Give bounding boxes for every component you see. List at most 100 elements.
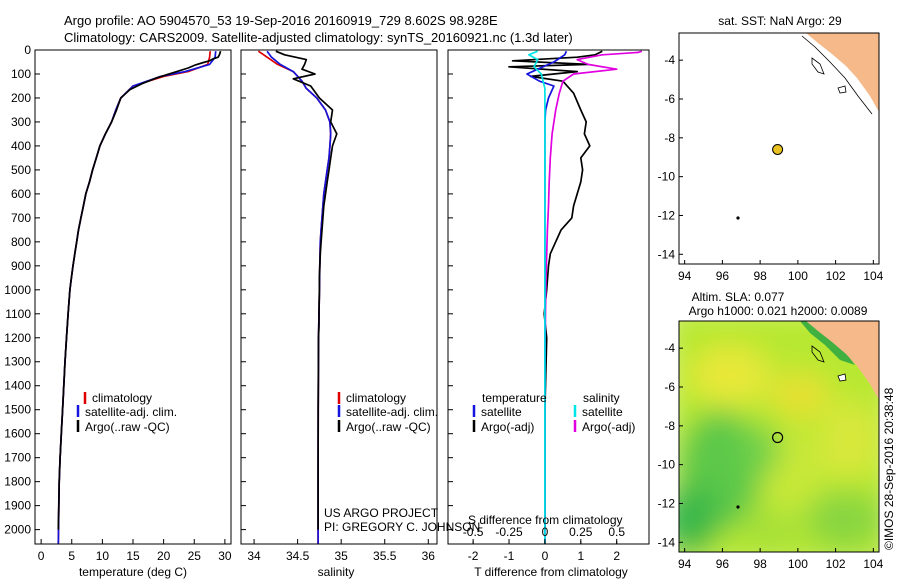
sla-land-sumatra [806, 321, 879, 400]
x-tick-label: 20 [157, 549, 171, 563]
temperature-panel: 0100200300400500600700800900100011001200… [4, 43, 232, 579]
sla-argo-position [771, 431, 784, 444]
sla-map-panel: Altim. SLA: 0.077 Argo h1000: 0.021 h200… [658, 290, 884, 571]
map-y-tick-label: -14 [658, 535, 676, 549]
y-tick-label: 0 [24, 43, 31, 57]
y-tick-label: 1300 [4, 355, 31, 369]
map-y-tick-label: -8 [664, 419, 675, 433]
legend-label-satellite: satellite-adj. clim. [85, 405, 177, 419]
line-climatology [57, 51, 212, 544]
y-tick-label: 300 [11, 115, 31, 129]
x2-tick-label: 0.25 [569, 525, 593, 539]
temperature-axes-frame [34, 49, 232, 545]
map-y-tick-label: -12 [658, 496, 676, 510]
difference-legend: temperature salinity satellite Argo(-adj… [472, 391, 635, 434]
sla-map-xticks: 94 96 98 100 102 104 [678, 548, 884, 571]
map-y-tick-label: -10 [658, 458, 676, 472]
line-argo-raw-qc- [57, 50, 222, 530]
line-t-argo-adj- [508, 50, 603, 530]
x-tick-label: -2 [468, 549, 479, 563]
x2-tick-label: 0.5 [608, 525, 625, 539]
x-tick-label: 1 [577, 549, 584, 563]
sst-map-panel: sat. SST: NaN Argo: 29 -4 -6 -8 -10 -12 -14 9… [658, 14, 884, 283]
sla-map-content [679, 321, 879, 552]
salinity-panel: 34 34.5 35 35.5 36 salinity climatology sate… [240, 49, 480, 579]
sla-map-frame [678, 320, 880, 553]
project-credit: US ARGO PROJECT [324, 506, 439, 520]
line-s-argo-adj- [544, 50, 643, 362]
legend-label-climatology: climatology [346, 391, 406, 405]
y-tick-label: 200 [11, 91, 31, 105]
map-y-tick-label: -4 [664, 53, 675, 67]
figure-title-line1: Argo profile: AO 5904570_53 19-Sep-2016 … [64, 13, 498, 28]
x-tick-label: 10 [96, 549, 110, 563]
x2-tick-label: -0.25 [495, 525, 523, 539]
map-y-tick-label: -6 [664, 380, 675, 394]
legend-header-temperature: temperature [482, 391, 547, 405]
map-y-tick-label: -12 [658, 208, 676, 222]
y-tick-label: 800 [11, 235, 31, 249]
sla-map-yticks: -4 -6 -8 -10 -12 -14 [658, 341, 683, 549]
imos-timestamp: ©IMOS 28-Sep-2016 20:38:48 [882, 387, 896, 550]
y-tick-label: 1200 [4, 331, 31, 345]
temperature-xticks: 0 5 10 15 20 25 30 [38, 539, 232, 563]
x-tick-label: 36 [422, 549, 436, 563]
y-tick-label: 1600 [4, 427, 31, 441]
map-x-tick-label: 100 [788, 269, 808, 283]
sst-land-sumatra [806, 33, 879, 112]
difference-panel: -2 -1 0 1 2 -0.5 -0.25 0 0.25 0.5 S difference f… [447, 49, 650, 579]
difference-lines [508, 50, 643, 544]
sst-map-frame [678, 32, 880, 265]
sst-map-content [679, 33, 879, 264]
sla-coastal-green [800, 321, 855, 365]
y-tick-label: 900 [11, 259, 31, 273]
y-tick-label: 1500 [4, 403, 31, 417]
x2-tick-label: 0 [542, 525, 549, 539]
figure-title-line2: Climatology: CARS2009. Satellite-adjuste… [64, 30, 573, 45]
y-tick-label: 1900 [4, 499, 31, 513]
sla-map-title: Altim. SLA: 0.077 [692, 290, 785, 304]
legend-label-s-argo: Argo(-adj) [582, 420, 635, 434]
sla-field [679, 321, 879, 552]
y-tick-label: 700 [11, 211, 31, 225]
sst-map-yticks: -4 -6 -8 -10 -12 -14 [658, 53, 683, 261]
map-x-tick-label: 96 [716, 269, 730, 283]
temperature-xlabel: temperature (deg C) [79, 565, 187, 579]
map-x-tick-label: 94 [678, 557, 692, 571]
map-x-tick-label: 104 [863, 269, 883, 283]
y-tick-label: 500 [11, 163, 31, 177]
sla-island-christmas [736, 505, 740, 509]
legend-header-salinity: salinity [583, 391, 620, 405]
difference-axes-frame [447, 49, 650, 545]
legend-label-argo: Argo(..raw -QC) [85, 420, 170, 434]
y-tick-label: 1000 [4, 283, 31, 297]
sst-argo-position [772, 144, 784, 155]
y-tick-label: 100 [11, 67, 31, 81]
difference-xticks2: -0.5 -0.25 0 0.25 0.5 [463, 525, 625, 544]
sst-island-christmas [736, 216, 740, 220]
x-tick-label: 35.5 [373, 549, 397, 563]
y-tick-label: 1800 [4, 475, 31, 489]
map-x-tick-label: 100 [788, 557, 808, 571]
salinity-legend: climatology satellite-adj. clim. Argo(..… [337, 391, 438, 434]
line-argo-raw-qc- [275, 50, 338, 530]
y-tick-label: 2000 [4, 523, 31, 537]
map-y-tick-label: -8 [664, 131, 675, 145]
salinity-axes-frame [240, 49, 438, 545]
sla-map-subtitle: Argo h1000: 0.021 h2000: 0.0089 [689, 304, 868, 318]
map-x-tick-label: 102 [826, 269, 846, 283]
line-satellite-adj-clim- [266, 50, 332, 544]
map-x-tick-label: 98 [753, 557, 767, 571]
y-tick-label: 1100 [5, 307, 31, 321]
temperature-yticks: 0 100 200 300 400 500 600 700 800 900 1000 1100 1200… [4, 43, 40, 537]
map-y-tick-label: -14 [658, 247, 676, 261]
map-x-tick-label: 94 [678, 269, 692, 283]
sla-island-siberut [811, 345, 825, 363]
x-tick-label: 30 [218, 549, 232, 563]
map-x-tick-label: 98 [753, 269, 767, 283]
salinity-lines [257, 50, 338, 544]
sst-map-xticks: 94 96 98 100 102 104 [678, 260, 884, 283]
y-tick-label: 1700 [4, 451, 31, 465]
x-tick-label: 15 [126, 549, 140, 563]
